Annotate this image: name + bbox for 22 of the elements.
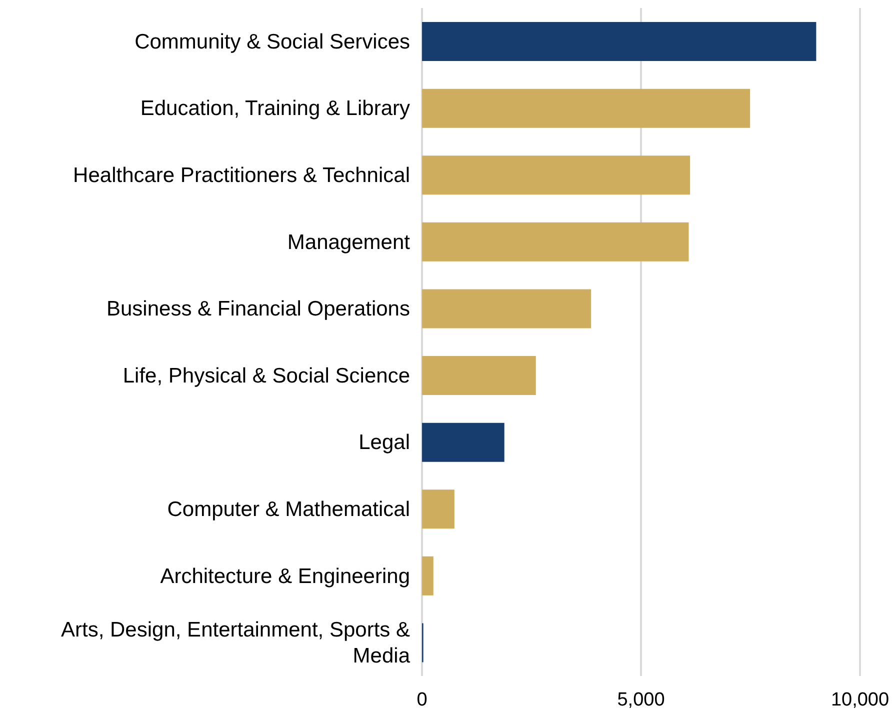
y-tick-label: Business & Financial Operations (106, 297, 410, 320)
bar (422, 356, 536, 396)
y-tick-label: Legal (358, 430, 410, 454)
bar (422, 156, 690, 195)
bar (422, 490, 454, 529)
y-tick-label: Computer & Mathematical (167, 498, 410, 520)
y-tick-label: Education, Training & Library (140, 96, 410, 120)
x-tick-label: 10,000 (830, 689, 890, 710)
bar (422, 222, 689, 262)
y-tick-label: Community & Social Services (134, 30, 410, 53)
bar (422, 88, 750, 128)
bar (422, 22, 816, 62)
y-tick-label: Arts, Design, Entertainment, Sports & Media (61, 618, 410, 668)
y-tick-label: Healthcare Practitioners & Technical (73, 164, 410, 186)
bar (422, 556, 434, 596)
y-tick-label: Architecture & Engineering (160, 564, 410, 588)
x-tick-label: 5,000 (617, 689, 665, 710)
y-tick-label: Life, Physical & Social Science (122, 364, 410, 387)
y-tick-label: Management (287, 230, 410, 254)
bar (422, 422, 504, 462)
x-tick-label: 0 (416, 689, 428, 710)
bar (422, 289, 592, 328)
